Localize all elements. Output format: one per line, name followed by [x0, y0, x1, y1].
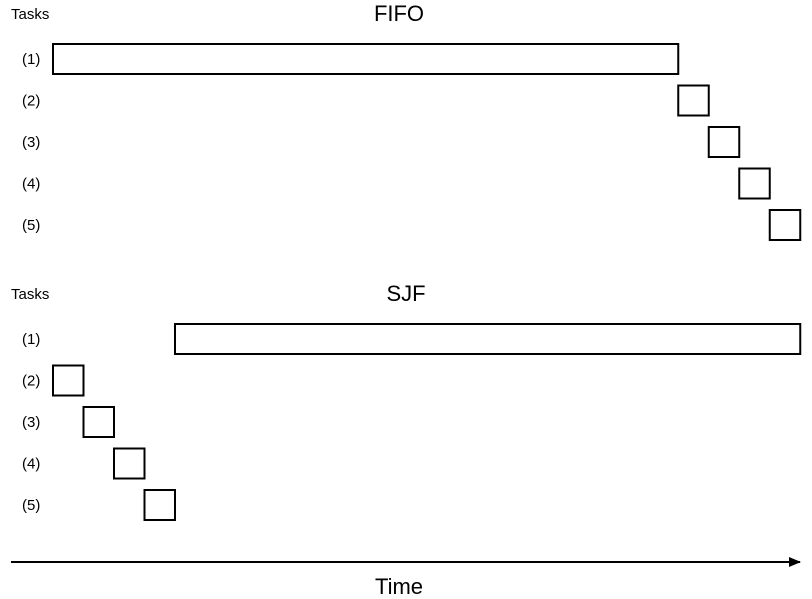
- sjf-task-bar: [82, 406, 115, 438]
- fifo-task-bar: [707, 126, 741, 158]
- fifo-task-bar: [768, 209, 802, 241]
- sjf-task-bar: [143, 489, 176, 521]
- fifo-task-bar: [677, 84, 710, 117]
- sjf-task-bar: [174, 323, 802, 355]
- fifo-row-label: (2): [22, 93, 40, 110]
- fifo-row-label: (3): [22, 134, 40, 151]
- fifo-title: FIFO: [374, 1, 424, 26]
- fifo-row-label: (1): [22, 51, 40, 68]
- sjf-task-bar: [113, 447, 146, 480]
- sjf-title: SJF: [386, 281, 425, 306]
- fifo-rows: (1) (2) (3) (4) (5): [22, 43, 802, 241]
- sjf-row-label: (1): [22, 331, 40, 348]
- fifo-row-label: (4): [22, 176, 40, 193]
- fifo-row-label: (5): [22, 217, 40, 234]
- fifo-tasks-label: Tasks: [11, 6, 49, 23]
- fifo-task-bar: [738, 167, 771, 200]
- fifo-panel: Tasks FIFO (1) (2) (3) (4) (5): [11, 1, 802, 241]
- sjf-panel: Tasks SJF (1) (2) (3) (4) (5): [11, 281, 802, 521]
- sjf-rows: (1) (2) (3) (4) (5): [22, 323, 802, 521]
- fifo-task-bar: [52, 43, 680, 75]
- sjf-row-label: (3): [22, 414, 40, 431]
- sjf-task-bar: [52, 364, 85, 397]
- sjf-row-label: (5): [22, 497, 40, 514]
- sjf-tasks-label: Tasks: [11, 286, 49, 303]
- sjf-row-label: (2): [22, 373, 40, 390]
- time-axis-label: Time: [375, 574, 423, 599]
- sjf-row-label: (4): [22, 456, 40, 473]
